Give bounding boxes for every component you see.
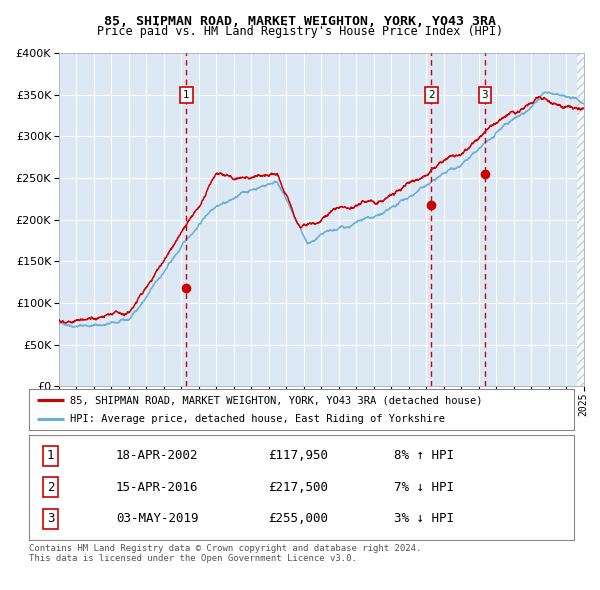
Text: 3: 3 (47, 512, 55, 525)
Text: HPI: Average price, detached house, East Riding of Yorkshire: HPI: Average price, detached house, East… (70, 415, 445, 424)
Text: 85, SHIPMAN ROAD, MARKET WEIGHTON, YORK, YO43 3RA: 85, SHIPMAN ROAD, MARKET WEIGHTON, YORK,… (104, 15, 496, 28)
Text: 7% ↓ HPI: 7% ↓ HPI (394, 481, 454, 494)
Text: 18-APR-2002: 18-APR-2002 (116, 450, 199, 463)
Text: £117,950: £117,950 (269, 450, 329, 463)
Text: 3% ↓ HPI: 3% ↓ HPI (394, 512, 454, 525)
Text: 2: 2 (428, 90, 434, 100)
Text: 85, SHIPMAN ROAD, MARKET WEIGHTON, YORK, YO43 3RA (detached house): 85, SHIPMAN ROAD, MARKET WEIGHTON, YORK,… (70, 395, 482, 405)
Text: 03-MAY-2019: 03-MAY-2019 (116, 512, 199, 525)
Text: 8% ↑ HPI: 8% ↑ HPI (394, 450, 454, 463)
Text: £217,500: £217,500 (269, 481, 329, 494)
Text: 3: 3 (481, 90, 488, 100)
Text: 15-APR-2016: 15-APR-2016 (116, 481, 199, 494)
Text: 2: 2 (47, 481, 55, 494)
Text: £255,000: £255,000 (269, 512, 329, 525)
Text: 1: 1 (183, 90, 190, 100)
Text: Price paid vs. HM Land Registry's House Price Index (HPI): Price paid vs. HM Land Registry's House … (97, 25, 503, 38)
Text: Contains HM Land Registry data © Crown copyright and database right 2024.
This d: Contains HM Land Registry data © Crown c… (29, 544, 421, 563)
Text: 1: 1 (47, 450, 55, 463)
